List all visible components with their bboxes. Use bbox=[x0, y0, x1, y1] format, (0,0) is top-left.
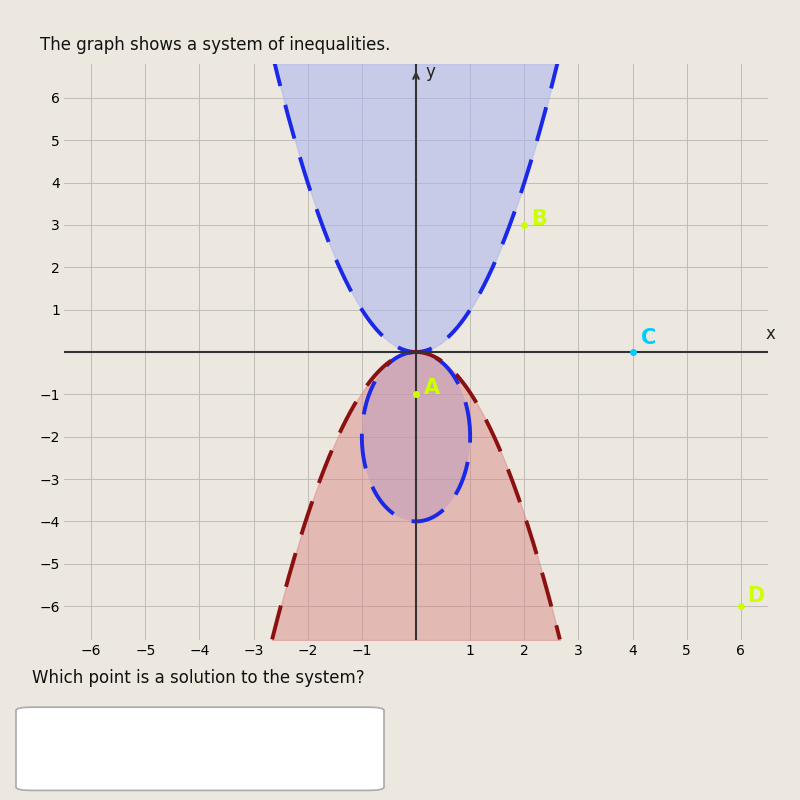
Polygon shape bbox=[362, 352, 470, 522]
Text: B: B bbox=[531, 209, 546, 229]
Text: The graph shows a system of inequalities.: The graph shows a system of inequalities… bbox=[40, 36, 390, 54]
Text: ○ (0, −1): ○ (0, −1) bbox=[56, 740, 134, 758]
Text: A: A bbox=[424, 378, 440, 398]
Text: Which point is a solution to the system?: Which point is a solution to the system? bbox=[32, 669, 365, 686]
Text: y: y bbox=[426, 63, 436, 82]
Text: x: x bbox=[766, 325, 776, 342]
Text: C: C bbox=[641, 327, 656, 347]
Text: D: D bbox=[747, 586, 765, 606]
FancyBboxPatch shape bbox=[16, 707, 384, 790]
